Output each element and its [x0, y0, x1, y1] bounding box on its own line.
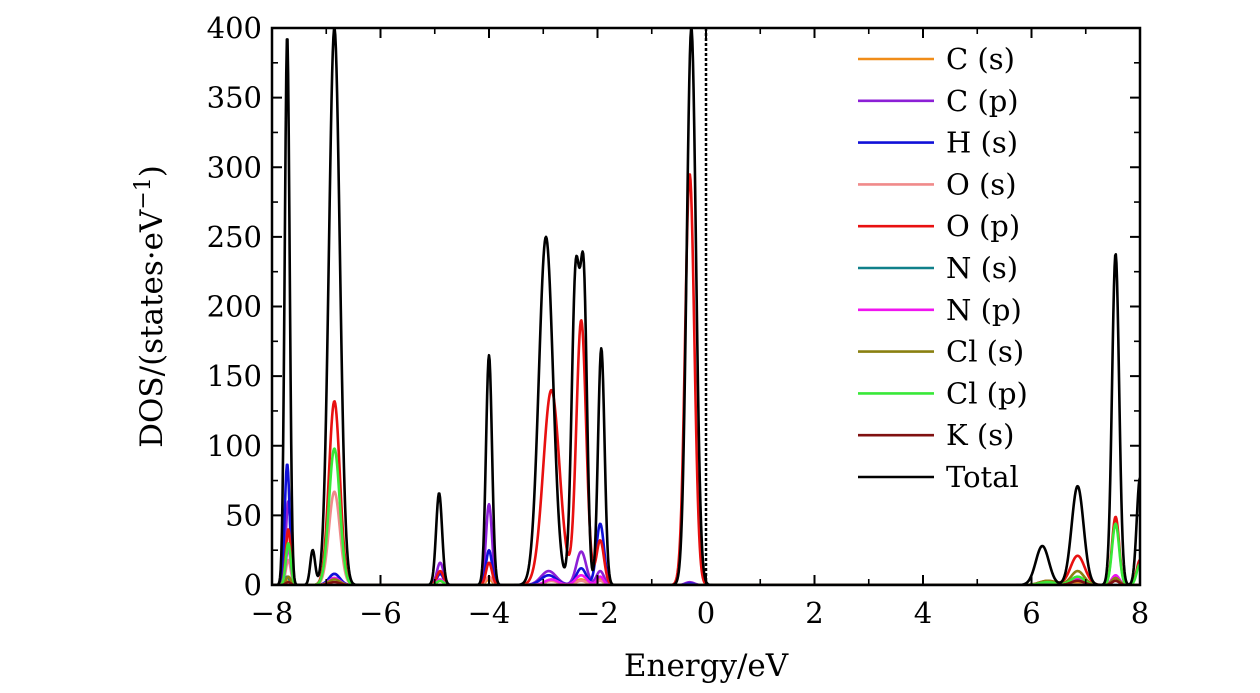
x-tick-label: 0 [697, 596, 715, 630]
legend-label: N (p) [946, 293, 1022, 327]
x-tick-label: 4 [914, 596, 932, 630]
legend-label: Cl (s) [946, 335, 1024, 369]
legend-label: H (s) [946, 126, 1018, 160]
legend-label: C (s) [946, 42, 1015, 76]
legend-label: K (s) [946, 418, 1014, 452]
x-axis-title: Energy/eV [624, 648, 789, 684]
x-tick-label: −4 [468, 596, 511, 630]
legend-label: O (p) [946, 209, 1020, 243]
axis-ticks [271, 27, 1141, 586]
y-tick-label: 0 [244, 568, 262, 602]
x-tick-label: 6 [1022, 596, 1040, 630]
x-tick-label: 8 [1131, 596, 1149, 630]
y-tick-labels: 0 50 100 150 200 250 300 350 400 [207, 11, 262, 602]
x-tick-labels: −8 −6 −4 −2 0 2 4 6 8 [251, 596, 1150, 630]
legend-label: N (s) [946, 251, 1018, 285]
x-tick-label: −6 [359, 596, 402, 630]
x-tick-label: −8 [251, 596, 294, 630]
y-tick-label: 50 [225, 498, 262, 532]
legend-label: Cl (p) [946, 376, 1028, 410]
y-tick-label: 300 [207, 150, 262, 184]
legend: C (s) C (p) H (s) O (s) O (p) N (s) N (p) Cl (s… [858, 42, 1028, 494]
x-tick-label: −2 [576, 596, 619, 630]
y-tick-label: 150 [207, 359, 262, 393]
y-tick-label: 100 [207, 429, 262, 463]
y-tick-label: 400 [207, 11, 262, 45]
legend-label: Total [946, 460, 1019, 494]
y-tick-label: 200 [207, 290, 262, 324]
x-tick-label: 2 [805, 596, 823, 630]
y-tick-label: 350 [207, 81, 262, 115]
legend-label: O (s) [946, 167, 1017, 201]
legend-label: C (p) [946, 84, 1019, 118]
y-axis-title: DOS/(states·eV−1) [131, 165, 170, 448]
y-tick-label: 250 [207, 220, 262, 254]
